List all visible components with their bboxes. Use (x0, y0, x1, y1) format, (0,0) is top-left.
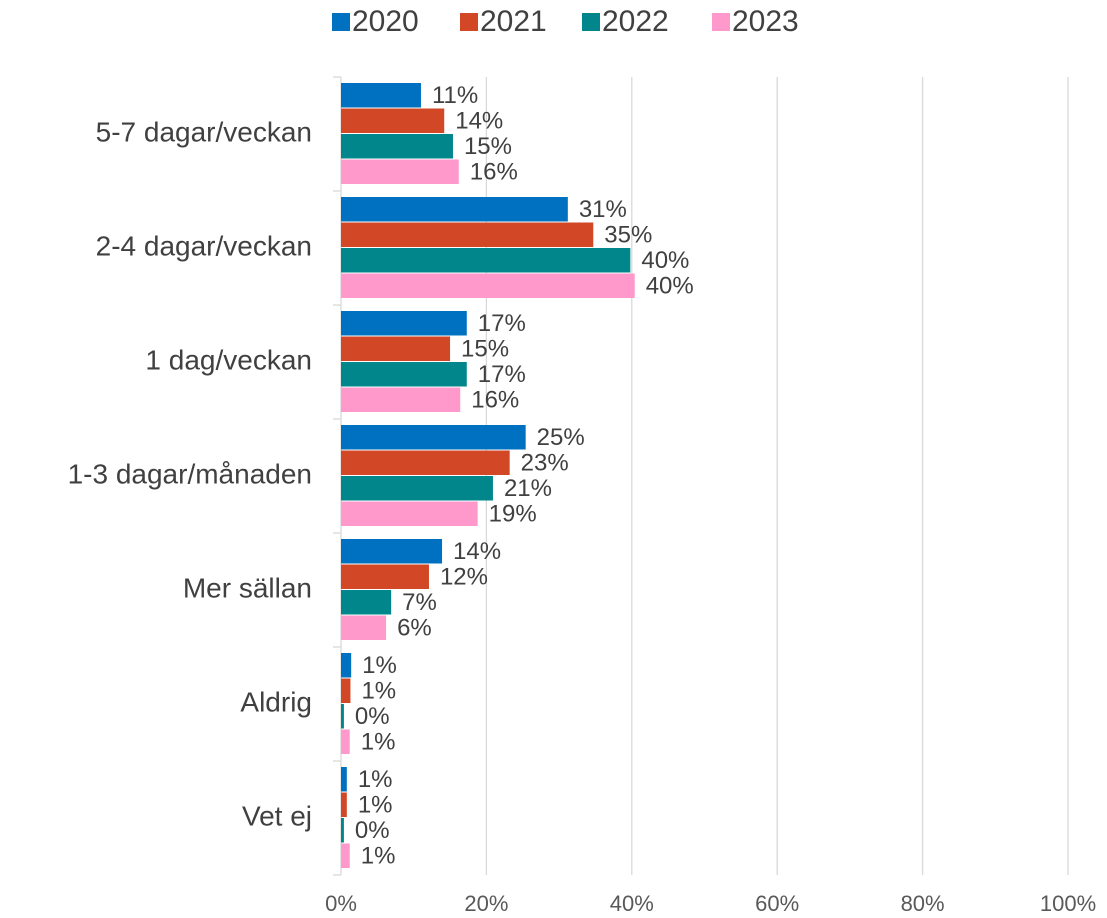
legend-swatch (582, 13, 600, 31)
bar (341, 843, 350, 868)
category-label: 1-3 dagar/månaden (68, 458, 312, 489)
value-label: 1% (361, 678, 396, 705)
x-tick-label: 40% (610, 891, 654, 916)
bar (341, 450, 510, 475)
category-label: 2-4 dagar/veckan (96, 230, 312, 261)
value-label: 21% (504, 475, 552, 502)
category-label: Vet ej (242, 800, 312, 831)
value-label: 16% (470, 159, 518, 186)
value-label: 0% (355, 817, 390, 844)
bar (341, 704, 344, 729)
x-tick-label: 80% (901, 891, 945, 916)
value-label: 1% (358, 792, 393, 819)
value-label: 17% (478, 361, 526, 388)
value-label: 17% (478, 310, 526, 337)
bar (341, 564, 429, 589)
bar (341, 197, 568, 222)
value-label: 14% (455, 108, 503, 135)
x-tick-label: 20% (464, 891, 508, 916)
legend-swatch (712, 13, 730, 31)
legend-swatch (332, 13, 350, 31)
category-label: Aldrig (240, 686, 312, 717)
x-tick-label: 100% (1040, 891, 1096, 916)
bar (341, 273, 635, 298)
x-tick-label: 0% (325, 891, 357, 916)
value-label: 1% (358, 766, 393, 793)
bar (341, 476, 493, 501)
value-label: 0% (355, 703, 390, 730)
value-label: 35% (604, 222, 652, 249)
x-tick-label: 60% (755, 891, 799, 916)
bar (341, 539, 443, 564)
value-label: 16% (471, 387, 519, 414)
value-label: 15% (461, 336, 509, 363)
value-label: 1% (361, 843, 396, 870)
bar (341, 311, 467, 336)
value-label: 19% (489, 501, 537, 528)
value-label: 1% (361, 729, 396, 756)
bar (341, 159, 459, 184)
value-label: 7% (402, 589, 437, 616)
bar (341, 425, 526, 450)
value-label: 31% (579, 196, 627, 223)
value-label: 12% (440, 564, 488, 591)
bar (341, 729, 350, 754)
bar (341, 590, 392, 615)
bar (341, 653, 352, 678)
category-label: 1 dag/veckan (145, 344, 312, 375)
value-label: 11% (432, 82, 478, 109)
bar (341, 134, 453, 159)
bar (341, 387, 461, 412)
category-label: Mer sällan (183, 572, 312, 603)
value-label: 23% (521, 450, 569, 477)
legend-label: 2022 (602, 5, 669, 38)
category-label: 5-7 dagar/veckan (96, 116, 312, 147)
value-label: 14% (453, 538, 501, 565)
value-label: 6% (397, 615, 432, 642)
legend-label: 2020 (352, 5, 419, 38)
value-label: 40% (641, 247, 689, 274)
bar (341, 108, 445, 133)
bar (341, 501, 478, 526)
bar (341, 248, 631, 273)
value-label: 1% (362, 652, 397, 679)
value-label: 25% (537, 424, 585, 451)
bar (341, 678, 351, 703)
bar (341, 83, 421, 108)
bar (341, 222, 594, 247)
bar (341, 615, 387, 640)
bar (341, 767, 347, 792)
legend-swatch (460, 13, 478, 31)
bar (341, 792, 347, 817)
bar (341, 362, 467, 387)
value-label: 40% (646, 273, 694, 300)
bar (341, 818, 344, 843)
legend-label: 2023 (732, 5, 799, 38)
value-label: 15% (464, 133, 512, 160)
bar (341, 336, 451, 361)
legend-label: 2021 (480, 5, 547, 38)
